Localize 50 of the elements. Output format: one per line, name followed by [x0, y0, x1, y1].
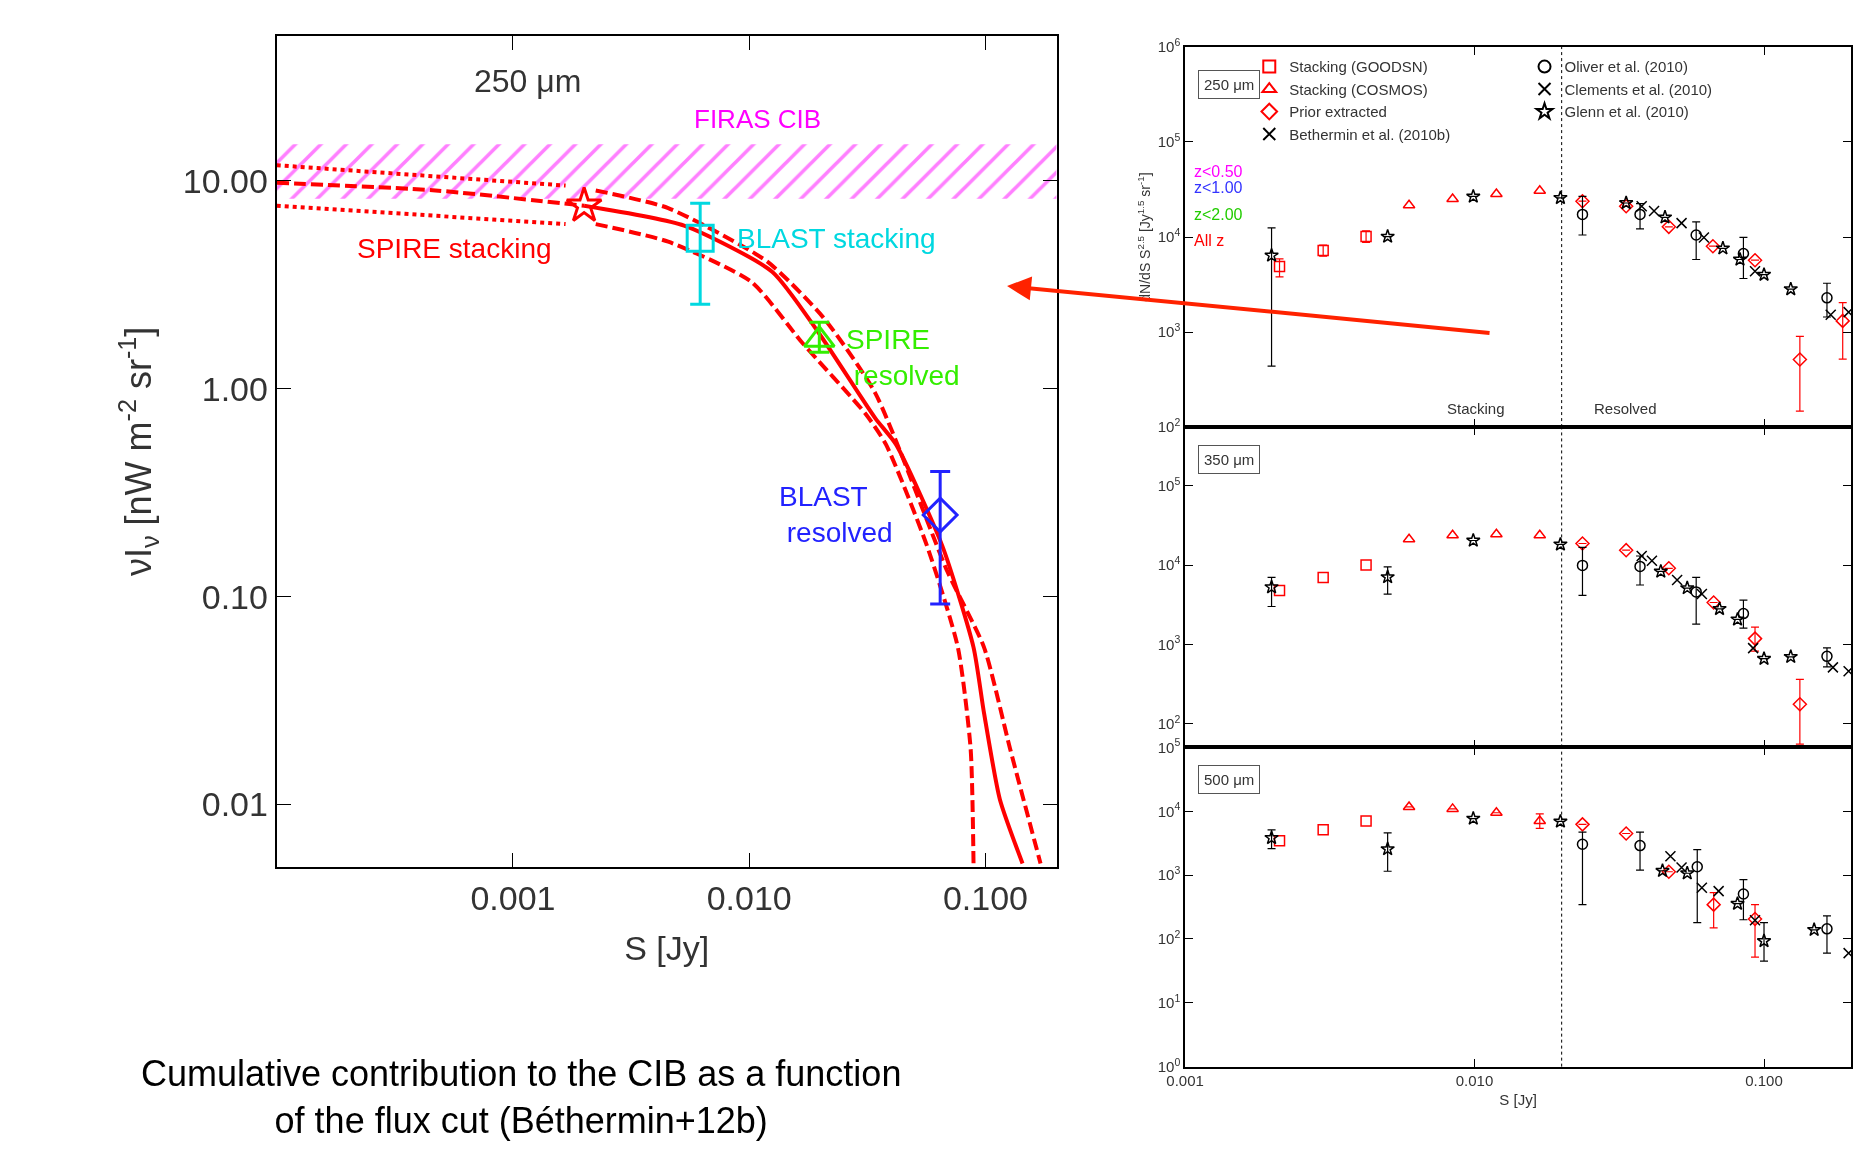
annotation: 500 μm: [1204, 771, 1255, 788]
x-tick-label: 0.100: [942, 878, 1029, 917]
annotation: 350 μm: [1204, 451, 1255, 468]
series-label: SPIRE stacking: [357, 233, 552, 264]
y-tick-label: 10$^{4}$: [1157, 553, 1181, 574]
band-label: FIRAS CIB: [694, 104, 822, 134]
y-tick-label: 10$^{2}$: [1157, 712, 1181, 732]
annotation: Resolved: [1594, 400, 1657, 417]
y-tick-label: 10$^{1}$: [1157, 991, 1181, 1012]
y-tick-label: 10.00: [182, 161, 268, 200]
legend-label: Clements et al. (2010): [1564, 80, 1713, 98]
y-tick-label: 10$^{3}$: [1157, 320, 1181, 341]
y-tick-label: 10$^{5}$: [1157, 736, 1181, 756]
annotation: 250 μm: [1204, 76, 1255, 93]
annotation: Stacking: [1447, 400, 1505, 417]
y-tick-label: 0.10: [201, 577, 268, 616]
x-axis-title: S [Jy]: [624, 928, 710, 967]
x-tick-label: 0.010: [706, 878, 792, 917]
legend-label: Glenn et al. (2010): [1564, 103, 1689, 121]
y-tick-label: 10$^{5}$: [1157, 130, 1181, 151]
y-tick-label: 10$^{4}$: [1157, 800, 1181, 820]
y-tick-label: 10$^{2}$: [1157, 416, 1181, 436]
x-tick-label: 0.100: [1745, 1072, 1783, 1090]
y-tick-label: 10$^{2}$: [1157, 927, 1181, 948]
legend-label: Oliver et al. (2010): [1564, 58, 1688, 76]
legend-label: Stacking (COSMOS): [1289, 80, 1428, 98]
legend-label: z<0.50: [1194, 163, 1243, 180]
y-tick-label: 10$^{3}$: [1157, 864, 1181, 884]
x-axis-title: S [Jy]: [1499, 1090, 1537, 1108]
legend-label: Bethermin et al. (2010b): [1289, 125, 1451, 143]
series-label: BLAST resolved: [779, 481, 893, 549]
series-label: SPIRE resolved: [846, 324, 960, 392]
y-tick-label: 10$^{4}$: [1157, 225, 1181, 246]
legend-label: z<1.00: [1194, 179, 1243, 196]
y-tick-label: 10$^{3}$: [1157, 633, 1181, 653]
annotation: 250 μm: [474, 63, 582, 99]
y-tick-label: 0.01: [201, 785, 268, 824]
y-tick-label: 10$^{6}$: [1157, 35, 1181, 56]
legend-label: Prior extracted: [1289, 103, 1387, 121]
y-tick-label: 10$^{0}$: [1157, 1055, 1181, 1075]
series-label: BLAST stacking: [737, 223, 936, 254]
y-tick-label: 10$^{5}$: [1157, 474, 1181, 495]
y-tick-label: 1.00: [201, 369, 268, 408]
x-tick-label: 0.001: [470, 878, 556, 917]
text: Cumulative contribution to the CIB as a function of the flux cut (Béthermin+12b): [141, 1053, 902, 1141]
legend-label: Stacking (GOODSN): [1289, 58, 1428, 76]
x-tick-label: 0.001: [1166, 1072, 1204, 1090]
x-tick-label: 0.010: [1455, 1072, 1494, 1090]
legend-label: z<2.00: [1194, 206, 1243, 223]
legend-label: All z: [1194, 232, 1225, 249]
